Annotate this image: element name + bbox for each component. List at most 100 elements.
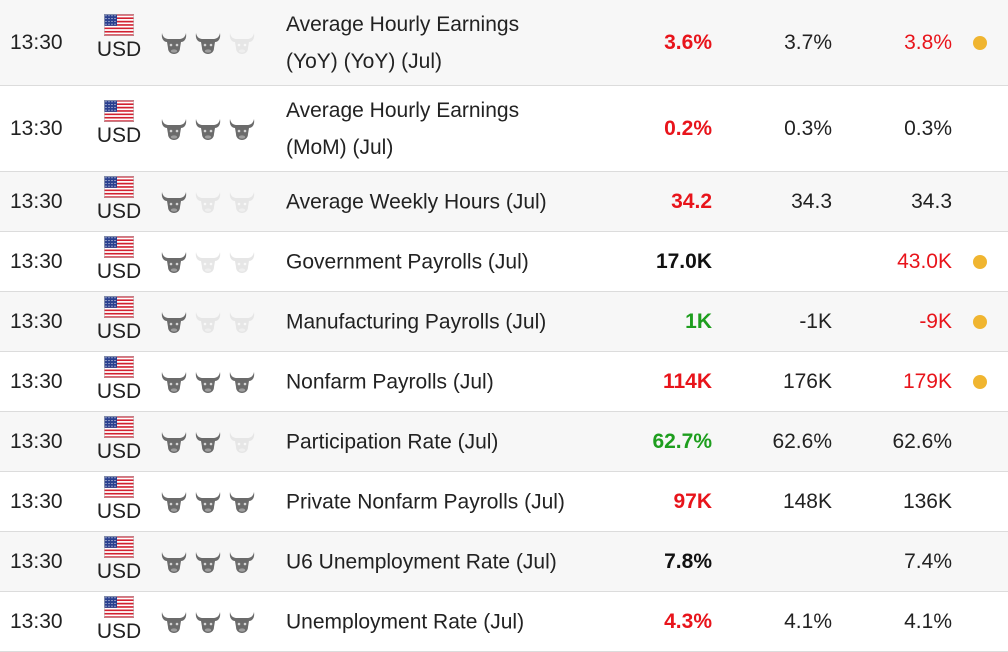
currency-cell: USD [90,356,148,404]
revision-dot-icon[interactable] [973,254,987,269]
bull-importance-icon [161,491,187,513]
bull-importance-icon [195,32,221,54]
table-row[interactable]: 13:30 USD Participation Rate (Jul) 62.7% 62.… [0,412,1008,472]
bull-importance-icon [195,491,221,513]
revision-dot-icon[interactable] [973,374,987,389]
event-name-line: Nonfarm Payrolls (Jul) [286,370,494,393]
bull-importance-icon [161,611,187,633]
event-name[interactable]: Average Weekly Hours (Jul) [286,183,616,220]
revision-dot-icon[interactable] [973,35,987,50]
revision-dot-icon[interactable] [973,314,987,329]
currency-code: USD [96,560,142,583]
bull-importance-icon [229,491,255,513]
bull-importance-icon [229,118,255,140]
actual-value: 114K [662,369,712,393]
currency-cell: USD [90,14,148,62]
bull-importance-icon [161,32,187,54]
table-row[interactable]: 13:30 USD Average Hourly Earnings (MoM) (Ju… [0,86,1008,172]
us-flag-icon [104,14,134,36]
event-name[interactable]: U6 Unemployment Rate (Jul) [286,543,616,580]
actual-value: 1K [685,309,712,333]
bull-importance-icon [229,311,255,333]
importance-rating [160,609,260,635]
importance-rating [160,309,260,335]
previous-value: 136K [902,489,952,513]
event-name[interactable]: Government Payrolls (Jul) [286,243,616,280]
previous-value: 179K [902,369,952,393]
bull-importance-icon [195,191,221,213]
table-row[interactable]: 13:30 USD Average Weekly Hours (Jul) 34.2 34… [0,172,1008,232]
table-row[interactable]: 13:30 USD Manufacturing Payrolls (Jul) 1K -1… [0,292,1008,352]
table-row[interactable]: 13:30 USD Average Hourly Earnings (YoY) (Yo… [0,0,1008,86]
event-name[interactable]: Private Nonfarm Payrolls (Jul) [286,483,616,520]
event-name-line: (YoY) (YoY) (Jul) [286,49,443,73]
event-time: 13:30 [10,429,63,453]
event-time: 13:30 [10,609,63,633]
currency-code: USD [96,620,142,643]
table-row[interactable]: 13:30 USD U6 Unemployment Rate (Jul) 7.8% 7.… [0,532,1008,592]
table-row[interactable]: 13:30 USD Government Payrolls (Jul) 17.0K 43… [0,232,1008,292]
previous-value: 34.3 [911,189,952,213]
event-name-line: U6 Unemployment Rate (Jul) [286,550,557,573]
forecast-value: 148K [782,489,832,513]
currency-code: USD [96,380,142,403]
us-flag-icon [104,536,134,558]
importance-rating [160,429,260,455]
bull-importance-icon [229,32,255,54]
currency-code: USD [96,320,142,343]
importance-rating [160,249,260,275]
actual-value: 62.7% [652,429,712,453]
bull-importance-icon [229,431,255,453]
previous-value: 43.0K [897,249,952,273]
event-time: 13:30 [10,549,63,573]
previous-value: 0.3% [904,116,952,140]
bull-importance-icon [161,251,187,273]
bull-importance-icon [195,611,221,633]
event-name-line: Government Payrolls (Jul) [286,250,529,273]
bull-importance-icon [195,311,221,333]
currency-code: USD [96,260,142,283]
event-time: 13:30 [10,30,63,54]
currency-code: USD [96,124,142,147]
bull-importance-icon [161,371,187,393]
us-flag-icon [104,296,134,318]
bull-importance-icon [229,611,255,633]
currency-cell: USD [90,416,148,464]
currency-cell: USD [90,176,148,224]
actual-value: 0.2% [664,116,712,140]
bull-importance-icon [195,431,221,453]
event-name[interactable]: Unemployment Rate (Jul) [286,603,616,640]
bull-importance-icon [195,118,221,140]
forecast-value: 34.3 [791,189,832,213]
us-flag-icon [104,476,134,498]
previous-value: 62.6% [892,429,952,453]
actual-value: 3.6% [664,30,712,54]
event-time: 13:30 [10,369,63,393]
currency-cell: USD [90,296,148,344]
event-name[interactable]: Participation Rate (Jul) [286,423,616,460]
event-name[interactable]: Manufacturing Payrolls (Jul) [286,303,616,340]
event-name[interactable]: Nonfarm Payrolls (Jul) [286,363,616,400]
us-flag-icon [104,356,134,378]
event-name-line: Average Hourly Earnings [286,12,520,36]
table-row[interactable]: 13:30 USD Unemployment Rate (Jul) 4.3% 4.1% 4… [0,592,1008,652]
event-name[interactable]: Average Hourly Earnings (MoM) (Jul) [286,92,616,166]
bull-importance-icon [161,551,187,573]
bull-importance-icon [161,191,187,213]
forecast-value: 3.7% [784,30,832,54]
bull-importance-icon [229,251,255,273]
currency-code: USD [96,200,142,223]
previous-value: 7.4% [904,549,952,573]
bull-importance-icon [161,118,187,140]
event-name[interactable]: Average Hourly Earnings (YoY) (YoY) (Jul) [286,6,616,80]
currency-code: USD [96,500,142,523]
event-time: 13:30 [10,489,63,513]
table-row[interactable]: 13:30 USD Private Nonfarm Payrolls (Jul) 97… [0,472,1008,532]
us-flag-icon [104,596,134,618]
forecast-value: 4.1% [784,609,832,633]
forecast-value: 0.3% [784,116,832,140]
event-name-line: Average Hourly Earnings [286,98,520,122]
table-row[interactable]: 13:30 USD Nonfarm Payrolls (Jul) 114K 176K 17… [0,352,1008,412]
bull-importance-icon [229,371,255,393]
forecast-value: 176K [782,369,832,393]
